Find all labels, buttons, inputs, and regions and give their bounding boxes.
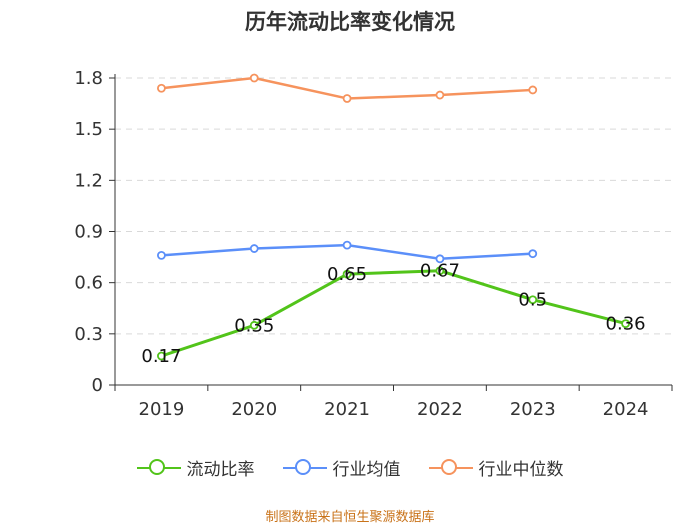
data-point: [435, 90, 445, 100]
data-point: [157, 351, 166, 361]
data-point: [249, 320, 259, 330]
data-point: [528, 85, 538, 95]
data-label: 0.36: [606, 314, 646, 335]
chart-title: 历年流动比率变化情况: [245, 10, 455, 34]
data-label: 0.65: [327, 264, 367, 285]
legend-item-series-2[interactable]: 行业中位数: [428, 455, 564, 480]
legend-marker-icon: [136, 458, 181, 478]
data-label: 0.67: [420, 261, 460, 282]
axis-layer: 0 0.3 0.6 0.9 1.2 1.5 1.8 2019 2020 2021 2022 2023 2…: [74, 68, 673, 420]
data-point: [435, 266, 445, 276]
legend-label: 行业中位数: [478, 460, 564, 480]
x-tick-label: 2022: [417, 399, 463, 420]
legend-item-series-0[interactable]: 流动比率: [136, 455, 255, 480]
x-tick-label: 2021: [324, 399, 370, 420]
data-point: [342, 94, 352, 103]
grid-layer: [115, 77, 672, 335]
data-point: [157, 83, 166, 93]
data-point: [528, 249, 538, 259]
data-point: [435, 254, 445, 264]
y-tick-label: 0: [92, 375, 103, 396]
x-tick-label: 2020: [231, 399, 277, 420]
legend-label: 行业均值: [332, 460, 401, 480]
data-point: [249, 73, 259, 83]
series-layer: [157, 73, 630, 361]
legend-marker-icon: [282, 458, 327, 478]
legend: 流动比率 行业均值 行业中位数: [0, 455, 700, 480]
data-label: 0.17: [141, 346, 181, 367]
y-tick-label: 0.6: [74, 273, 103, 294]
data-point: [157, 250, 166, 260]
legend-marker-icon: [428, 458, 473, 478]
y-tick-label: 0.9: [74, 222, 103, 243]
source-note: 制图数据来自恒生聚源数据库: [265, 510, 435, 525]
x-tick-label: 2019: [139, 399, 185, 420]
legend-dot: [294, 458, 311, 475]
legend-dot: [148, 458, 165, 475]
x-tick-label: 2023: [510, 399, 556, 420]
data-point: [621, 319, 630, 329]
legend-label: 流动比率: [186, 460, 255, 480]
y-tick-label: 1.5: [74, 119, 103, 140]
data-label: 0.35: [234, 315, 274, 336]
label-layer: 0.17 0.35 0.65 0.67 0.5 0.36: [141, 261, 645, 367]
data-point: [342, 240, 352, 250]
legend-item-series-1[interactable]: 行业均值: [282, 455, 401, 480]
data-point: [249, 244, 259, 253]
series-line-0: [160, 269, 626, 358]
y-tick-label: 0.3: [74, 324, 103, 345]
data-label: 0.5: [518, 290, 547, 311]
y-tick-label: 1.2: [74, 170, 103, 191]
x-tick-label: 2024: [603, 399, 649, 420]
data-point: [528, 295, 538, 305]
y-tick-label: 1.8: [74, 68, 103, 89]
legend-dot: [440, 458, 457, 475]
data-point: [342, 269, 352, 279]
